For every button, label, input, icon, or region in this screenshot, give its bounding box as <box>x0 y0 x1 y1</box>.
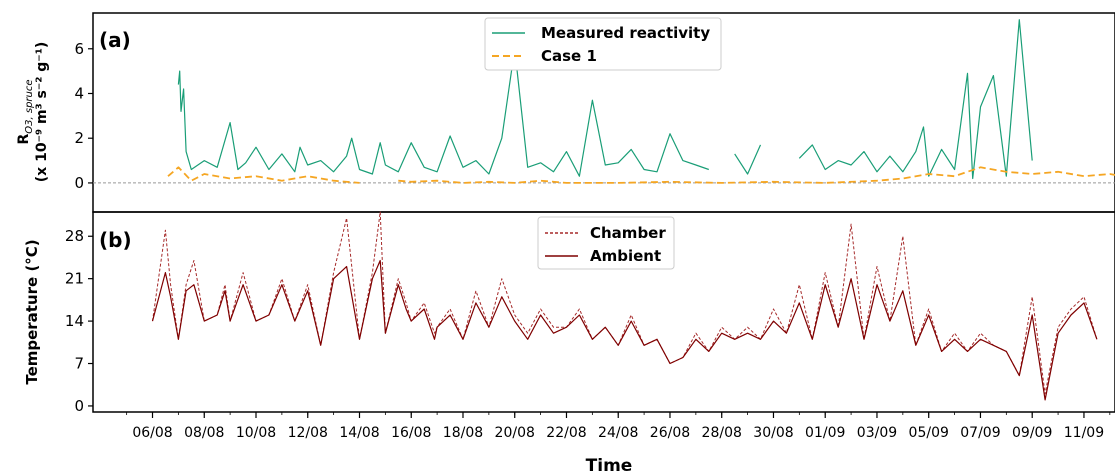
panel-a-label: (a) <box>99 28 131 52</box>
panel-b-frame <box>92 211 1115 413</box>
panel-a-ylabel-units: (x 10⁻⁹ m³ s⁻² g⁻¹) <box>34 42 50 182</box>
x-tick-label: 30/08 <box>753 425 793 441</box>
panel-b-ylabel: Temperature (°C) <box>23 239 41 384</box>
series-line-case-1 <box>167 166 1115 184</box>
x-tick-label: 12/08 <box>288 425 328 441</box>
y-tick-label: 7 <box>74 355 84 373</box>
series-line-ambient <box>151 259 1098 401</box>
legend-case1-label: Case 1 <box>541 47 597 65</box>
panel-a-ylabel-main: RO3, spruce <box>16 79 35 144</box>
x-tick-label: 08/08 <box>184 425 224 441</box>
x-axis-label: Time <box>586 456 633 475</box>
x-tick-label: 22/08 <box>546 425 586 441</box>
x-tick-label: 01/09 <box>805 425 845 441</box>
panel-b: (b) 0 7 14 21 28 Temperature (°C) Chamber Am… <box>23 211 1115 441</box>
x-tick-label: 07/09 <box>960 425 1000 441</box>
x-tick-label: 03/09 <box>857 425 897 441</box>
y-tick-label: 28 <box>65 227 84 245</box>
panel-b-legend: Chamber Ambient <box>537 216 675 270</box>
panel-a-legend-box <box>484 17 722 71</box>
x-tick-label: 20/08 <box>495 425 535 441</box>
x-tick-label: 10/08 <box>236 425 276 441</box>
panel-a-series <box>167 19 1115 184</box>
y-tick-label: 4 <box>74 84 84 102</box>
panel-a: (a) 0 2 4 6 RO3, spruce (x 10⁻⁹ m³ s⁻² g⁻¹)… <box>16 12 1115 213</box>
panel-b-label: (b) <box>99 228 132 252</box>
panel-a-ylabel: RO3, spruce (x 10⁻⁹ m³ s⁻² g⁻¹) <box>16 42 50 182</box>
x-tick-label: 18/08 <box>443 425 483 441</box>
series-line-measured-reactivity <box>177 19 1033 180</box>
x-tick-label: 26/08 <box>650 425 690 441</box>
x-tick-label: 06/08 <box>132 425 172 441</box>
legend-measured-label: Measured reactivity <box>541 24 710 42</box>
x-tick-label: 11/09 <box>1064 425 1104 441</box>
x-tick-label: 28/08 <box>702 425 742 441</box>
x-tick-label: 05/09 <box>909 425 949 441</box>
y-tick-label: 0 <box>74 174 84 192</box>
panel-b-yticks: 0 7 14 21 28 <box>65 227 93 415</box>
x-tick-label: 14/08 <box>339 425 379 441</box>
x-tick-label: 24/08 <box>598 425 638 441</box>
y-tick-label: 14 <box>65 312 84 330</box>
x-axis-ticks: 06/08 08/08 10/08 12/08 14/08 16/08 18/08 20/08… <box>126 412 1111 441</box>
legend-chamber-label: Chamber <box>590 224 666 242</box>
legend-ambient-label: Ambient <box>590 247 661 265</box>
y-tick-label: 6 <box>74 40 84 58</box>
y-tick-label: 21 <box>65 270 84 288</box>
panel-b-series <box>151 211 1098 401</box>
panel-a-yticks: 0 2 4 6 <box>74 40 93 192</box>
x-tick-label: 09/09 <box>1012 425 1052 441</box>
y-tick-label: 0 <box>74 397 84 415</box>
series-line-chamber <box>152 211 1098 395</box>
x-tick-label: 16/08 <box>391 425 431 441</box>
panel-a-legend: Measured reactivity Case 1 <box>484 17 722 71</box>
y-tick-label: 2 <box>74 129 84 147</box>
